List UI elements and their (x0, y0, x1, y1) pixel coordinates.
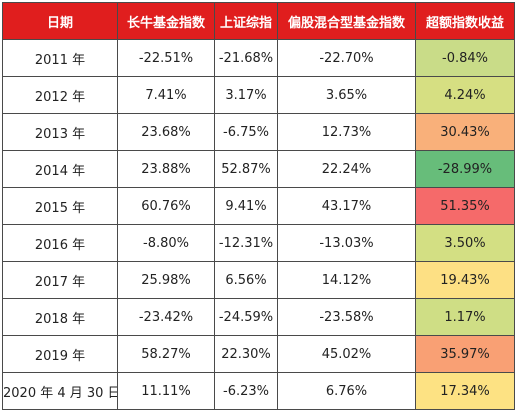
cell-changniu-index: 23.88% (117, 150, 215, 188)
cell-date: 2019 年 (2, 335, 118, 373)
cell-excess-return: 35.97% (415, 335, 515, 373)
cell-shanghai-composite: -21.68% (214, 39, 278, 77)
cell-shanghai-composite: -6.75% (214, 113, 278, 151)
cell-shanghai-composite: 6.56% (214, 261, 278, 299)
cell-date: 2014 年 (2, 150, 118, 188)
cell-date: 2018 年 (2, 298, 118, 336)
cell-changniu-index: 60.76% (117, 187, 215, 225)
cell-excess-return: 17.34% (415, 372, 515, 410)
cell-changniu-index: 11.11% (117, 372, 215, 410)
cell-shanghai-composite: 3.17% (214, 76, 278, 114)
cell-equity-hybrid-index: 14.12% (277, 261, 416, 299)
table-row: 2017 年 25.98% 6.56% 14.12% 19.43% (2, 261, 515, 299)
cell-date: 2017 年 (2, 261, 118, 299)
table-row: 2020 年 4 月 30 日 11.11% -6.23% 6.76% 17.34% (2, 372, 515, 410)
cell-excess-return: 3.50% (415, 224, 515, 262)
cell-changniu-index: 7.41% (117, 76, 215, 114)
cell-equity-hybrid-index: 6.76% (277, 372, 416, 410)
cell-shanghai-composite: 52.87% (214, 150, 278, 188)
table-row: 2014 年 23.88% 52.87% 22.24% -28.99% (2, 150, 515, 188)
table-row: 2011 年 -22.51% -21.68% -22.70% -0.84% (2, 39, 515, 77)
cell-excess-return: 30.43% (415, 113, 515, 151)
cell-changniu-index: 23.68% (117, 113, 215, 151)
table-row: 2016 年 -8.80% -12.31% -13.03% 3.50% (2, 224, 515, 262)
cell-date: 2020 年 4 月 30 日 (2, 372, 118, 410)
cell-equity-hybrid-index: -13.03% (277, 224, 416, 262)
cell-equity-hybrid-index: 43.17% (277, 187, 416, 225)
cell-excess-return: 4.24% (415, 76, 515, 114)
header-equity-hybrid-index: 偏股混合型基金指数 (277, 2, 416, 40)
header-shanghai-composite: 上证综指 (214, 2, 278, 40)
cell-changniu-index: -22.51% (117, 39, 215, 77)
cell-equity-hybrid-index: 3.65% (277, 76, 416, 114)
table-row: 2019 年 58.27% 22.30% 45.02% 35.97% (2, 335, 515, 373)
cell-equity-hybrid-index: 45.02% (277, 335, 416, 373)
cell-shanghai-composite: -6.23% (214, 372, 278, 410)
cell-changniu-index: -23.42% (117, 298, 215, 336)
table-row: 2018 年 -23.42% -24.59% -23.58% 1.17% (2, 298, 515, 336)
cell-changniu-index: 25.98% (117, 261, 215, 299)
cell-changniu-index: -8.80% (117, 224, 215, 262)
cell-excess-return: 51.35% (415, 187, 515, 225)
cell-excess-return: 1.17% (415, 298, 515, 336)
table-row: 2015 年 60.76% 9.41% 43.17% 51.35% (2, 187, 515, 225)
cell-date: 2015 年 (2, 187, 118, 225)
header-row: 日期 长牛基金指数 上证综指 偏股混合型基金指数 超额指数收益 (2, 2, 515, 40)
cell-equity-hybrid-index: 22.24% (277, 150, 416, 188)
cell-excess-return: -28.99% (415, 150, 515, 188)
cell-shanghai-composite: -12.31% (214, 224, 278, 262)
cell-date: 2013 年 (2, 113, 118, 151)
cell-shanghai-composite: 22.30% (214, 335, 278, 373)
cell-shanghai-composite: -24.59% (214, 298, 278, 336)
cell-shanghai-composite: 9.41% (214, 187, 278, 225)
table-row: 2012 年 7.41% 3.17% 3.65% 4.24% (2, 76, 515, 114)
cell-equity-hybrid-index: -23.58% (277, 298, 416, 336)
cell-excess-return: -0.84% (415, 39, 515, 77)
cell-equity-hybrid-index: -22.70% (277, 39, 416, 77)
header-changniu-index: 长牛基金指数 (117, 2, 215, 40)
cell-changniu-index: 58.27% (117, 335, 215, 373)
header-date: 日期 (2, 2, 118, 40)
returns-table: 日期 长牛基金指数 上证综指 偏股混合型基金指数 超额指数收益 2011 年 -2… (2, 2, 515, 410)
cell-excess-return: 19.43% (415, 261, 515, 299)
table-row: 2013 年 23.68% -6.75% 12.73% 30.43% (2, 113, 515, 151)
header-excess-return: 超额指数收益 (415, 2, 515, 40)
cell-date: 2016 年 (2, 224, 118, 262)
cell-date: 2011 年 (2, 39, 118, 77)
cell-date: 2012 年 (2, 76, 118, 114)
cell-equity-hybrid-index: 12.73% (277, 113, 416, 151)
